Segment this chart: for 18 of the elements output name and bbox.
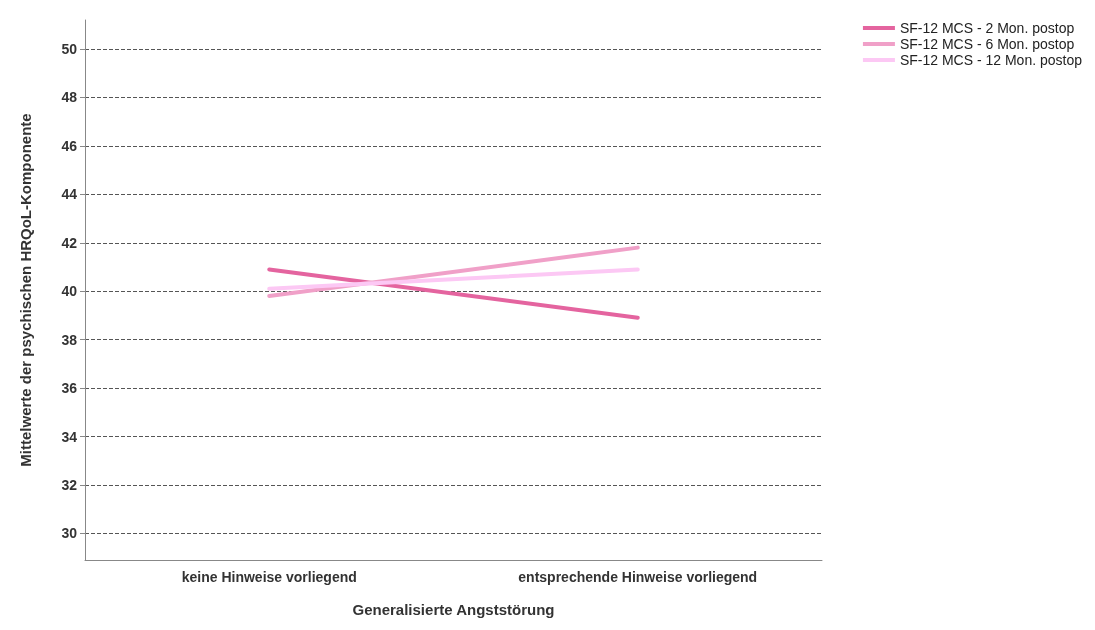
y-tick-label: 38 — [61, 331, 78, 348]
y-tick-label: 36 — [61, 380, 78, 397]
legend-label: SF-12 MCS - 2 Mon. postop — [899, 20, 1075, 36]
x-tick-label: keine Hinweise vorliegend — [181, 569, 357, 585]
y-tick-label: 50 — [61, 41, 78, 58]
y-tick-label: 30 — [61, 525, 78, 542]
y-tick-label: 44 — [61, 186, 78, 203]
legend-label: SF-12 MCS - 6 Mon. postop — [899, 36, 1075, 52]
y-tick-label: 42 — [61, 234, 78, 251]
x-tick-label: entsprechende Hinweise vorliegend — [518, 569, 758, 585]
y-tick-label: 32 — [61, 476, 78, 493]
y-tick-label: 48 — [61, 89, 78, 106]
x-axis-title: Generalisierte Angststörung — [352, 601, 555, 618]
y-axis-title: Mittelwerte der psychischen HRQoL-Komponente — [17, 113, 34, 467]
legend-label: SF-12 MCS - 12 Mon. postop — [899, 52, 1083, 68]
y-tick-label: 46 — [61, 137, 78, 154]
y-tick-label: 40 — [61, 283, 78, 300]
y-tick-label: 34 — [61, 428, 78, 445]
